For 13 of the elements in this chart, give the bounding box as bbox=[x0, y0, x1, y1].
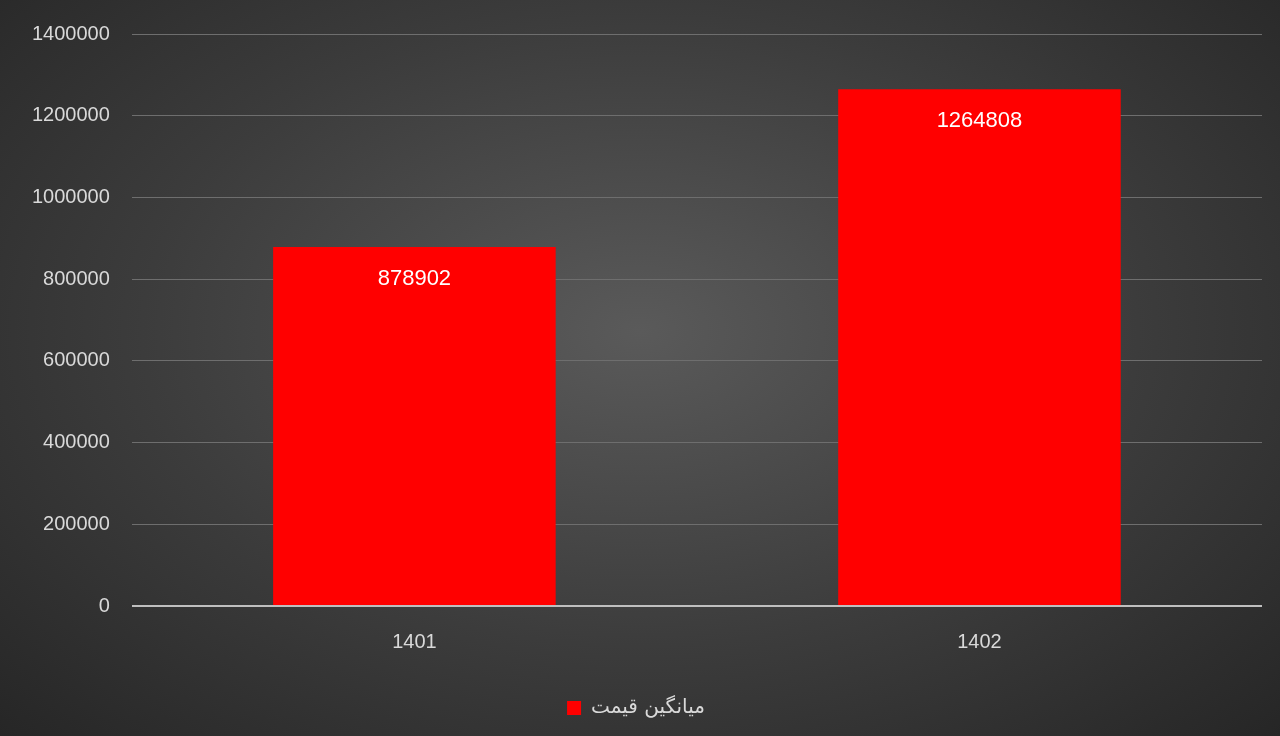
x-tick-label: 1401 bbox=[392, 629, 437, 652]
y-tick-label: 1000000 bbox=[31, 184, 110, 207]
data-label: 1264808 bbox=[936, 107, 1023, 133]
y-tick-label: 200000 bbox=[43, 511, 110, 534]
y-tick-label: 400000 bbox=[43, 430, 110, 453]
y-tick-label: 600000 bbox=[43, 348, 110, 371]
y-tick-label: 0 bbox=[98, 593, 110, 616]
x-tick-label: 1402 bbox=[957, 629, 1002, 652]
y-tick-label: 1200000 bbox=[31, 103, 110, 126]
y-tick-label: 800000 bbox=[43, 266, 110, 289]
data-label: 878902 bbox=[377, 264, 452, 290]
legend-label: میانگین قیمت bbox=[591, 694, 705, 719]
y-tick-label: 1400000 bbox=[31, 21, 110, 44]
